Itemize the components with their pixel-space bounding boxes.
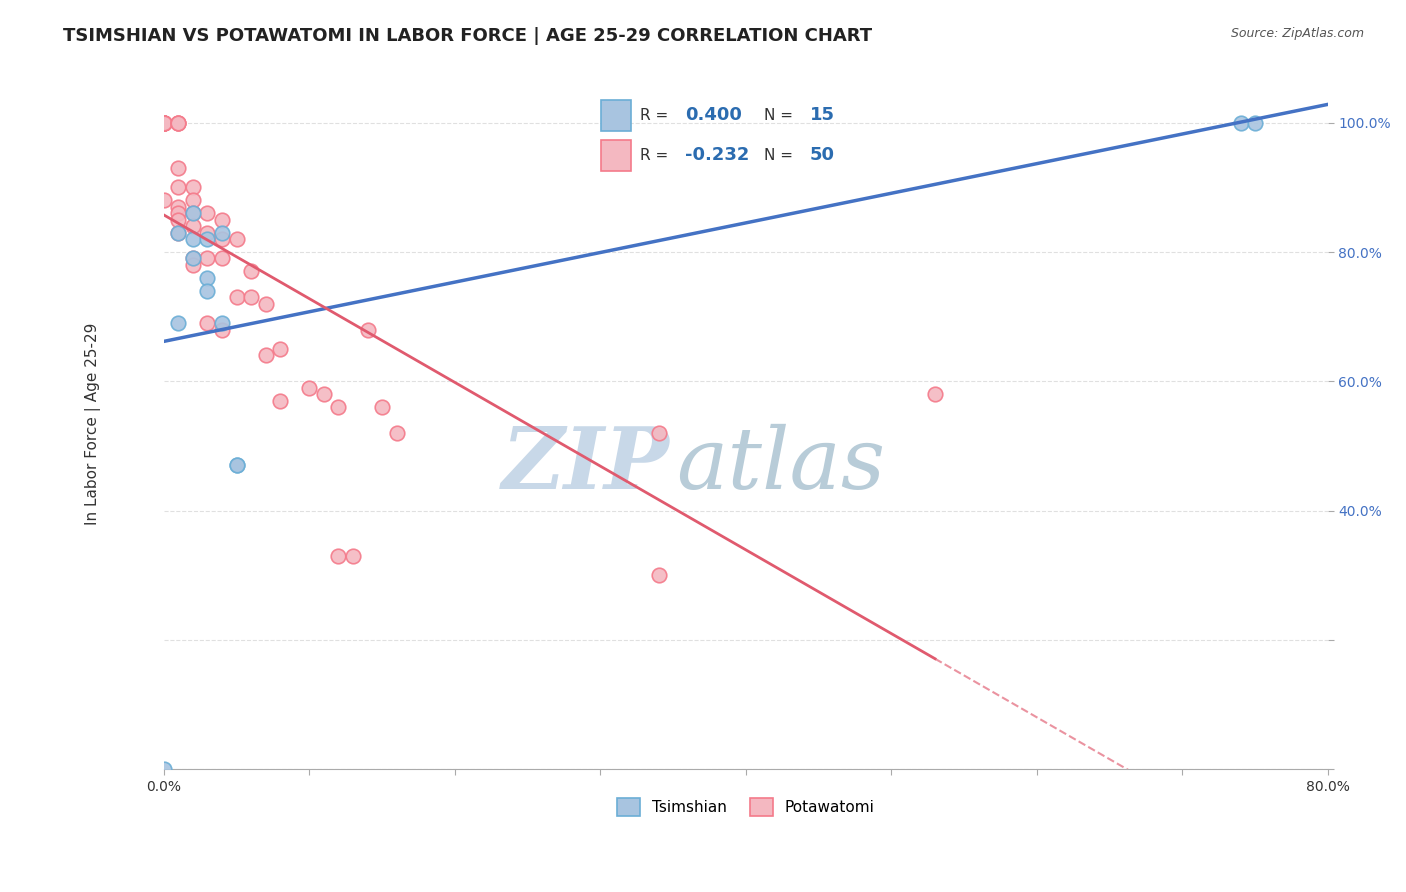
Point [197,284,219,298]
Point [385,426,408,441]
Point [181,180,204,194]
Point [342,549,364,563]
Point [240,264,263,278]
Point [167,316,190,330]
Point [167,200,190,214]
Point [153,116,176,130]
Point [181,194,204,208]
Point [197,316,219,330]
Point [167,206,190,220]
Point [225,458,247,473]
Point [225,232,247,246]
Point [167,116,190,130]
Point [298,381,321,395]
Point [225,458,247,473]
Point [254,349,277,363]
Point [269,342,291,356]
Point [211,226,233,240]
Point [181,219,204,234]
Point [328,549,350,563]
Point [328,401,350,415]
Point [181,252,204,266]
Point [167,116,190,130]
Text: Source: ZipAtlas.com: Source: ZipAtlas.com [1230,27,1364,40]
Point [647,426,669,441]
Point [269,393,291,408]
Point [225,290,247,304]
Point [153,116,176,130]
Text: ZIP: ZIP [502,423,671,507]
Point [153,116,176,130]
Point [181,232,204,246]
Legend: Tsimshian, Potawatomi: Tsimshian, Potawatomi [609,790,883,824]
Point [153,116,176,130]
Point [167,180,190,194]
Point [153,762,176,776]
Point [312,387,335,401]
Point [167,226,190,240]
Point [197,226,219,240]
Point [371,401,394,415]
Point [153,194,176,208]
Point [647,568,669,582]
Point [211,232,233,246]
Point [211,252,233,266]
Point [167,226,190,240]
Point [1229,116,1251,130]
Point [356,323,378,337]
Point [181,206,204,220]
Point [1244,116,1267,130]
Point [211,323,233,337]
Text: atlas: atlas [676,424,886,507]
Point [167,161,190,175]
Point [181,206,204,220]
Point [197,271,219,285]
Y-axis label: In Labor Force | Age 25-29: In Labor Force | Age 25-29 [86,322,101,524]
Point [181,252,204,266]
Point [167,116,190,130]
Point [211,316,233,330]
Point [153,116,176,130]
Point [167,212,190,227]
Point [924,387,946,401]
Point [211,212,233,227]
Point [197,252,219,266]
Point [153,116,176,130]
Point [254,297,277,311]
Point [240,290,263,304]
Point [197,232,219,246]
Point [153,116,176,130]
Point [181,258,204,272]
Point [197,206,219,220]
Text: TSIMSHIAN VS POTAWATOMI IN LABOR FORCE | AGE 25-29 CORRELATION CHART: TSIMSHIAN VS POTAWATOMI IN LABOR FORCE |… [63,27,872,45]
